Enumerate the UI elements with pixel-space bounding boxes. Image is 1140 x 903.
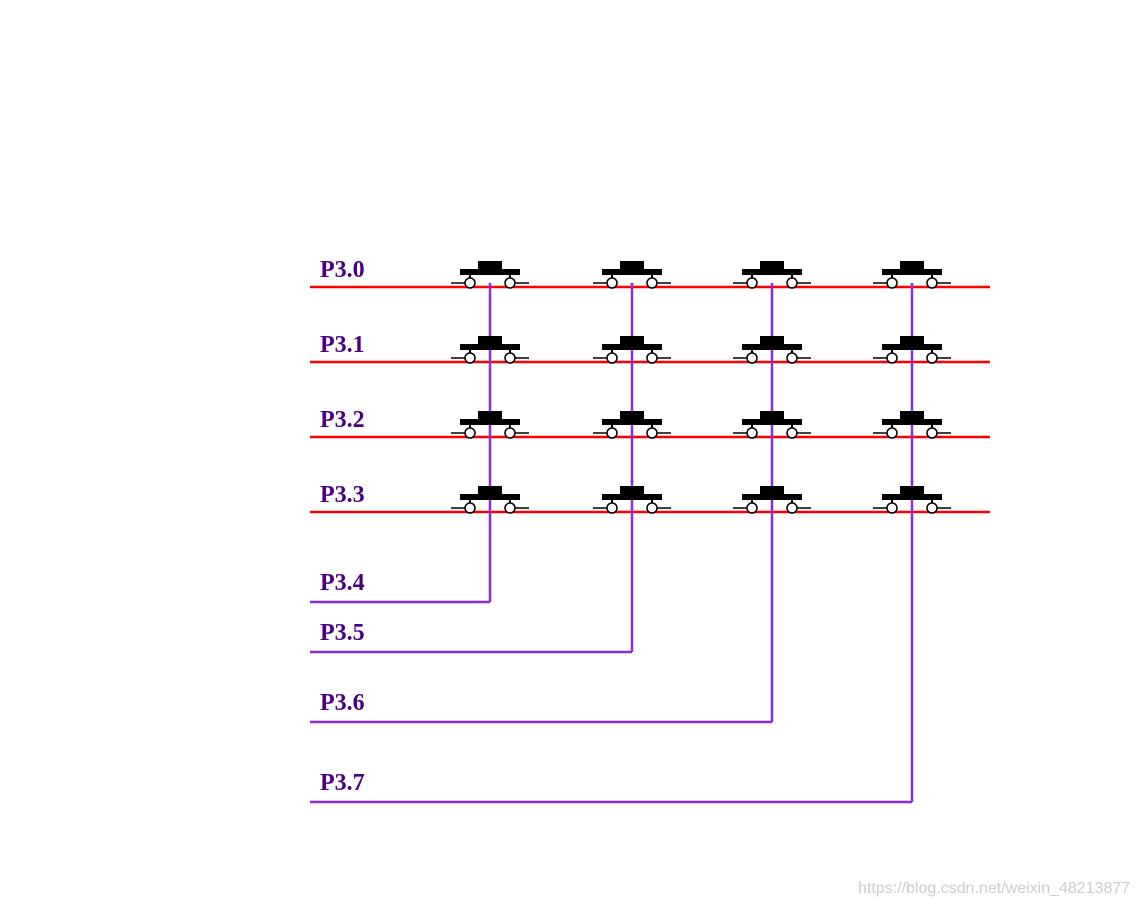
diagram-canvas: P3.0 P3.1 P3.2 P3.3 P3.4 P3.5 P3.6 P3.7 https:/… [0, 0, 1140, 903]
watermark-text: https://blog.csdn.net/weixin_48213877 [858, 880, 1130, 898]
wiring-svg [0, 0, 1140, 903]
col-label-1: P3.5 [320, 620, 365, 647]
col-label-3: P3.7 [320, 770, 365, 797]
col-label-2: P3.6 [320, 690, 365, 717]
row-label-3: P3.3 [320, 482, 365, 509]
col-label-0: P3.4 [320, 570, 365, 597]
row-label-1: P3.1 [320, 332, 365, 359]
row-label-0: P3.0 [320, 257, 365, 284]
row-label-2: P3.2 [320, 407, 365, 434]
